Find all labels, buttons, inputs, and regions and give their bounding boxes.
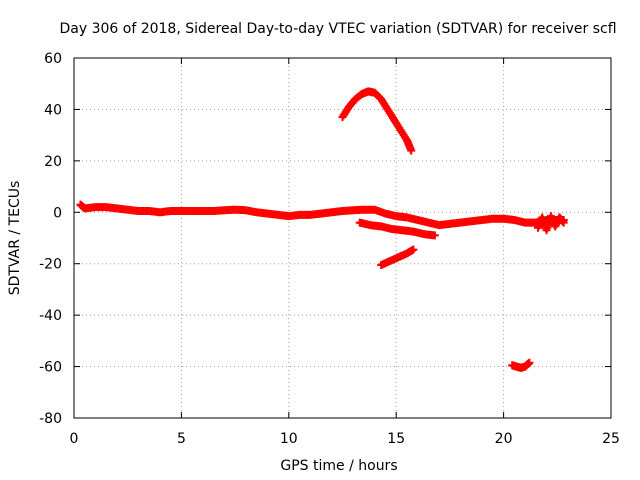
series-arc — [338, 87, 416, 155]
data-point — [525, 358, 534, 367]
y-tick-label: -40 — [39, 308, 62, 324]
ticks: 0 5 10 15 20 25 -80 -60 -40 -20 0 20 40 60 — [39, 51, 620, 447]
x-tick-label: 25 — [602, 431, 620, 447]
x-tick-label: 20 — [495, 431, 513, 447]
x-axis-label: GPS time / hours — [280, 458, 397, 474]
series-tail-cluster — [533, 212, 568, 235]
chart-title: Day 306 of 2018, Sidereal Day-to-day VTE… — [59, 21, 616, 37]
data-points — [76, 87, 568, 372]
x-tick-label: 0 — [70, 431, 79, 447]
series-lower-band — [355, 218, 439, 240]
y-tick-label: 0 — [53, 205, 62, 221]
data-point — [409, 245, 418, 254]
y-axis-label: SDTVAR / TECUs — [7, 181, 23, 296]
y-tick-label: -80 — [39, 411, 62, 427]
plot-frame — [73, 57, 612, 419]
series-bottom-cluster — [508, 358, 534, 372]
y-tick-label: 60 — [44, 51, 62, 67]
y-tick-label: -20 — [39, 257, 62, 273]
data-point — [559, 218, 568, 227]
y-tick-label: 20 — [44, 154, 62, 170]
y-tick-label: 40 — [44, 102, 62, 118]
series-main — [76, 200, 568, 230]
x-tick-label: 10 — [280, 431, 298, 447]
x-tick-label: 15 — [387, 431, 405, 447]
data-point — [407, 146, 416, 155]
y-tick-label: -60 — [39, 360, 62, 376]
series-low-segment — [377, 245, 418, 269]
x-tick-label: 5 — [177, 431, 186, 447]
data-point — [430, 231, 439, 240]
